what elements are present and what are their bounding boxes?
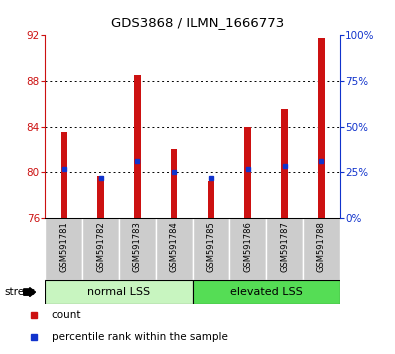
Bar — [134, 75, 141, 218]
Text: GDS3868 / ILMN_1666773: GDS3868 / ILMN_1666773 — [111, 16, 284, 29]
Bar — [171, 149, 177, 218]
Text: GSM591783: GSM591783 — [133, 222, 142, 272]
Text: GSM591785: GSM591785 — [207, 222, 215, 272]
Bar — [45, 218, 82, 280]
Bar — [156, 218, 193, 280]
Bar — [193, 218, 229, 280]
Bar — [97, 176, 104, 218]
Bar — [229, 218, 266, 280]
Text: normal LSS: normal LSS — [87, 287, 150, 297]
Bar — [208, 181, 214, 218]
Bar — [281, 109, 288, 218]
Text: GSM591782: GSM591782 — [96, 222, 105, 272]
Text: GSM591787: GSM591787 — [280, 222, 289, 272]
Bar — [82, 218, 119, 280]
Text: GSM591788: GSM591788 — [317, 222, 326, 272]
Bar — [60, 132, 67, 218]
Text: elevated LSS: elevated LSS — [230, 287, 303, 297]
Bar — [266, 218, 303, 280]
Text: percentile rank within the sample: percentile rank within the sample — [52, 332, 228, 342]
Bar — [119, 218, 156, 280]
Text: GSM591784: GSM591784 — [170, 222, 179, 272]
Text: GSM591786: GSM591786 — [243, 222, 252, 272]
Bar — [45, 280, 193, 304]
Text: GSM591781: GSM591781 — [59, 222, 68, 272]
Text: stress: stress — [4, 287, 35, 297]
Bar — [245, 127, 251, 218]
Bar — [318, 38, 325, 218]
Text: count: count — [52, 310, 81, 320]
Bar — [193, 280, 340, 304]
Bar — [303, 218, 340, 280]
